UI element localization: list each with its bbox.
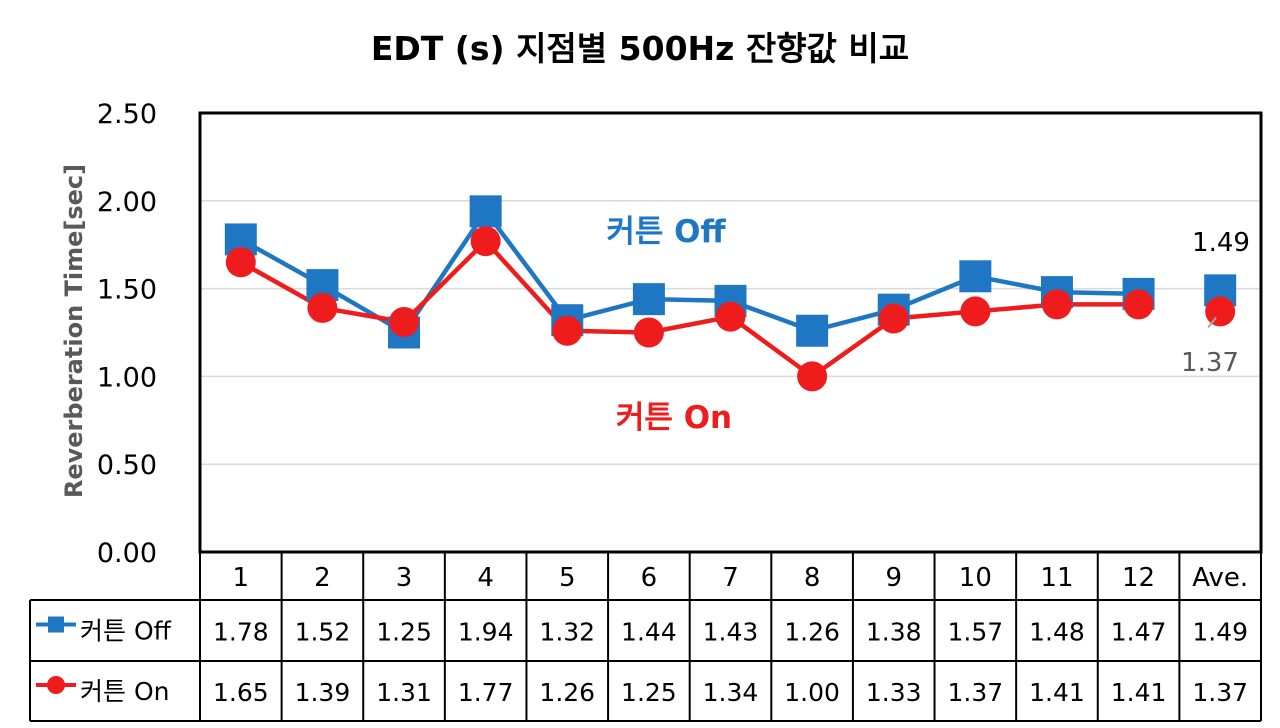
table-cell: 1.57 <box>948 618 1004 647</box>
on-marker-point <box>307 292 338 323</box>
category-label: Ave. <box>1192 563 1248 593</box>
on-marker-point <box>225 247 256 278</box>
table-cell: 1.41 <box>1111 678 1167 707</box>
on-marker-point <box>552 315 583 346</box>
off-marker-point <box>632 283 665 316</box>
curtain-off-annotation: 커튼 Off <box>606 214 726 250</box>
data-table: 1 2 3 4 5 6 7 8 9 10 11 12 Ave.커튼 Off 1.78 1.52 1.25 1.9… <box>29 552 1262 722</box>
legend-series-name: 커튼 On <box>80 677 169 706</box>
category-label: 7 <box>722 563 739 593</box>
table-cell: 1.43 <box>703 618 759 647</box>
series-markers <box>224 195 1237 392</box>
table-cell: 1.48 <box>1029 618 1085 647</box>
y-tick-label: 0.00 <box>97 538 157 569</box>
category-label: 10 <box>959 563 992 593</box>
table-cell: 1.25 <box>376 618 432 647</box>
category-label: 6 <box>641 563 658 593</box>
y-axis-label: Reverberation Time[sec] <box>60 164 88 498</box>
table-cell: 1.41 <box>1029 678 1085 707</box>
table-cell: 1.44 <box>621 618 677 647</box>
table-cell: 1.32 <box>539 618 595 647</box>
series-line-on <box>239 238 1139 379</box>
table-cell: 1.00 <box>784 678 840 707</box>
ave-data-label: 1.49 <box>1192 228 1250 258</box>
table-cell: 1.33 <box>866 678 922 707</box>
plot-area-frame <box>198 111 1263 554</box>
off-marker-point <box>796 314 829 347</box>
y-tick-label: 1.50 <box>97 275 157 306</box>
table-cell: 1.37 <box>948 678 1004 707</box>
on-marker-point <box>1041 289 1072 320</box>
on-marker-point <box>470 226 501 257</box>
legend-series-name: 커튼 Off <box>80 617 172 646</box>
on-marker-point <box>878 303 909 334</box>
on-marker-point <box>1123 289 1154 320</box>
on-marker-point <box>960 296 991 327</box>
category-label: 2 <box>314 563 331 593</box>
table-cell: 1.38 <box>866 618 922 647</box>
category-label: 5 <box>559 563 576 593</box>
on-marker-point <box>633 317 664 348</box>
table-cell: 1.39 <box>295 678 351 707</box>
y-tick-label: 0.50 <box>97 450 157 481</box>
data-label-leader-line <box>1207 316 1217 329</box>
category-label: 8 <box>804 563 821 593</box>
category-label: 9 <box>885 563 902 593</box>
on-marker-point <box>1205 296 1236 327</box>
table-cell: 1.34 <box>703 678 759 707</box>
table-cell: 1.78 <box>213 618 269 647</box>
category-label: 1 <box>233 563 250 593</box>
category-label: 4 <box>477 563 494 593</box>
category-label: 11 <box>1040 563 1073 593</box>
table-cell: 1.77 <box>458 678 514 707</box>
table-cell: 1.52 <box>295 618 351 647</box>
y-tick-label: 1.00 <box>97 362 157 393</box>
legend-key-circle <box>47 676 65 694</box>
off-marker-point <box>469 195 502 228</box>
curtain-on-annotation: 커튼 On <box>616 400 732 436</box>
y-tick-labels: 0.00 0.50 1.00 1.50 2.00 2.50 <box>97 99 157 569</box>
y-tick-label: 2.50 <box>97 99 157 130</box>
table-cell: 1.26 <box>784 618 840 647</box>
table-cell: 1.47 <box>1111 618 1167 647</box>
chart-title: EDT (s) 지점별 500Hz 잔향값 비교 <box>371 29 909 68</box>
ave-data-label: 1.37 <box>1181 348 1239 378</box>
off-marker-point <box>959 260 992 293</box>
on-marker-point <box>797 361 828 392</box>
table-cell: 1.37 <box>1192 678 1248 707</box>
on-marker-point <box>389 306 420 337</box>
table-cell: 1.65 <box>213 678 269 707</box>
legend-key-square <box>48 616 64 633</box>
y-tick-label: 2.00 <box>97 187 157 218</box>
category-label: 12 <box>1122 563 1155 593</box>
on-marker-point <box>715 301 746 332</box>
series-annotations: 커튼 Off 커튼 On 1.49 1.37 <box>606 214 1250 436</box>
table-cell: 1.94 <box>458 618 514 647</box>
table-cell: 1.25 <box>621 678 677 707</box>
table-cell: 1.26 <box>539 678 595 707</box>
table-cell: 1.49 <box>1192 618 1248 647</box>
table-cell: 1.31 <box>376 678 432 707</box>
category-label: 3 <box>396 563 413 593</box>
